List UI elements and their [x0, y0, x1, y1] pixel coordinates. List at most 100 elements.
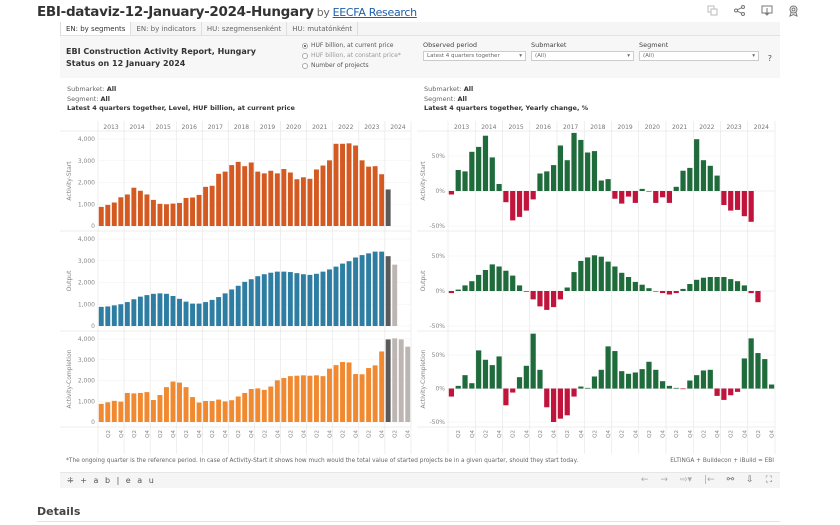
bar-negative-change [448, 388, 455, 397]
radio-constant-price[interactable]: HUF billion, at constant price* [302, 51, 401, 61]
bar-output [242, 281, 248, 326]
bar-positive-change [653, 369, 659, 389]
bar-activity-start [379, 174, 385, 226]
quarter-label: Q2 [674, 430, 680, 438]
year-header-label: 2017 [563, 124, 578, 131]
undo-icon[interactable]: ← [640, 475, 649, 485]
year-header-label: 2024 [754, 124, 769, 131]
bar-positive-change [598, 256, 604, 291]
tab-en-by-indicators[interactable]: EN: by indicators [131, 22, 202, 35]
quarter-label: Q4 [275, 430, 281, 438]
observed-period-dropdown[interactable]: Latest 4 quarters together ▾ [423, 51, 526, 61]
bar-positive-change [748, 338, 754, 389]
bar-positive-change [728, 279, 734, 291]
bar-output [203, 302, 209, 326]
fullscreen-icon[interactable]: ⛶ [765, 475, 772, 485]
year-header-label: 2019 [260, 124, 275, 131]
bar-output [379, 251, 385, 326]
bar-output [111, 305, 117, 326]
badge-icon[interactable] [787, 5, 800, 18]
bar-activity-start [111, 202, 117, 226]
sheet-tabs: EN: by segments EN: by indicators HU: sz… [60, 22, 780, 36]
bar-activity-completion [242, 392, 248, 422]
submarket-value: All [106, 85, 117, 93]
redo-icon[interactable]: → [660, 475, 668, 485]
bar-activity-completion [366, 368, 372, 422]
share-icon[interactable]: ⚯ [726, 475, 735, 485]
y-tick-label: 4,000 [78, 236, 95, 243]
yearly-change-chart[interactable]: 2013 2014 2015 2016 2017 2018 2019 2020 2021 2022… [417, 118, 780, 454]
bar-negative-change [680, 388, 686, 390]
level-chart[interactable]: 2013 2014 2015 2016 2017 2018 2019 2020 2021 2022… [60, 118, 417, 454]
radio-dot [302, 53, 308, 59]
bar-activity-start [177, 202, 182, 226]
bar-negative-change [537, 291, 543, 307]
bar-negative-change [653, 191, 659, 203]
bar-output [216, 297, 222, 326]
copy-icon[interactable] [706, 5, 719, 18]
quarter-label: Q2 [314, 430, 320, 438]
radio-number-of-projects[interactable]: Number of projects [302, 61, 401, 71]
bar-activity-start [353, 145, 359, 226]
revert-icon[interactable]: ⇨▾ [679, 475, 693, 485]
tab-hu-szegmensenkent[interactable]: HU: szegmensenként [202, 22, 288, 35]
y-tick-label: 0% [435, 386, 445, 393]
submarket-filter: Submarket (All) ▾ [531, 41, 634, 61]
bar-positive-change [741, 358, 747, 389]
year-header-label: 2022 [338, 124, 353, 131]
download-icon[interactable]: ⇩ [746, 475, 754, 485]
bar-output [248, 279, 254, 326]
bar-activity-start [157, 203, 163, 226]
author-link[interactable]: EECFA Research [332, 6, 417, 19]
y-tick-label: 2,000 [78, 180, 95, 187]
year-header-label: 2014 [481, 124, 496, 131]
reset-icon[interactable]: |← [704, 475, 715, 485]
tab-hu-mutatonkent[interactable]: HU: mutatónként [287, 22, 359, 35]
help-button[interactable]: ? [767, 54, 772, 63]
bar-positive-change [694, 139, 700, 191]
bar-positive-change [516, 285, 523, 291]
bar-positive-change [605, 261, 611, 291]
download-icon[interactable] [760, 5, 773, 18]
bar-positive-change [503, 270, 509, 291]
quarter-label: Q2 [592, 430, 598, 438]
quarter-label: Q4 [301, 430, 307, 438]
tableau-viz: EN: by segments EN: by indicators HU: sz… [60, 22, 780, 473]
bar-activity-completion [359, 374, 365, 422]
bar-output [255, 276, 261, 326]
quarter-label: Q2 [701, 430, 707, 438]
segment-dropdown[interactable]: (All) ▾ [639, 51, 759, 61]
year-header-label: 2023 [364, 124, 379, 131]
bar-activity-completion [248, 389, 254, 422]
report-title-line2: Status on 12 January 2024 [66, 59, 186, 68]
submarket-label: Submarket: [67, 85, 105, 93]
bar-positive-change [632, 281, 638, 291]
bar-activity-start [242, 166, 248, 226]
tab-en-by-segments[interactable]: EN: by segments [60, 22, 132, 35]
bar-positive-change [578, 386, 584, 389]
bar-activity-start [320, 165, 326, 226]
bar-activity-start [137, 190, 143, 226]
bar-activity-start [170, 203, 176, 226]
submarket-dropdown[interactable]: (All) ▾ [531, 51, 634, 61]
bar-output [157, 293, 163, 326]
chevron-down-icon: ▾ [627, 53, 630, 59]
bar-negative-change [728, 191, 734, 211]
bar-activity-completion [281, 378, 287, 422]
tableau-logo[interactable]: ⁜ + a b | e a u [67, 476, 156, 485]
bar-output [385, 256, 391, 326]
y-tick-label: 3,000 [78, 357, 95, 364]
radio-current-price[interactable]: HUF billion, at current price [302, 41, 401, 51]
bar-activity-start [222, 171, 228, 226]
bar-positive-change [462, 171, 468, 191]
share-icon[interactable] [733, 5, 746, 18]
quarter-label: Q4 [688, 430, 694, 438]
bar-activity-start [274, 173, 280, 226]
bar-positive-change [687, 380, 693, 389]
axis-title: Activity-Start [420, 161, 427, 201]
bar-activity-start [366, 166, 372, 226]
quarter-label: Q4 [380, 430, 386, 438]
bar-output [294, 273, 300, 326]
year-header-label: 2020 [286, 124, 301, 131]
segment-value: All [100, 94, 111, 103]
